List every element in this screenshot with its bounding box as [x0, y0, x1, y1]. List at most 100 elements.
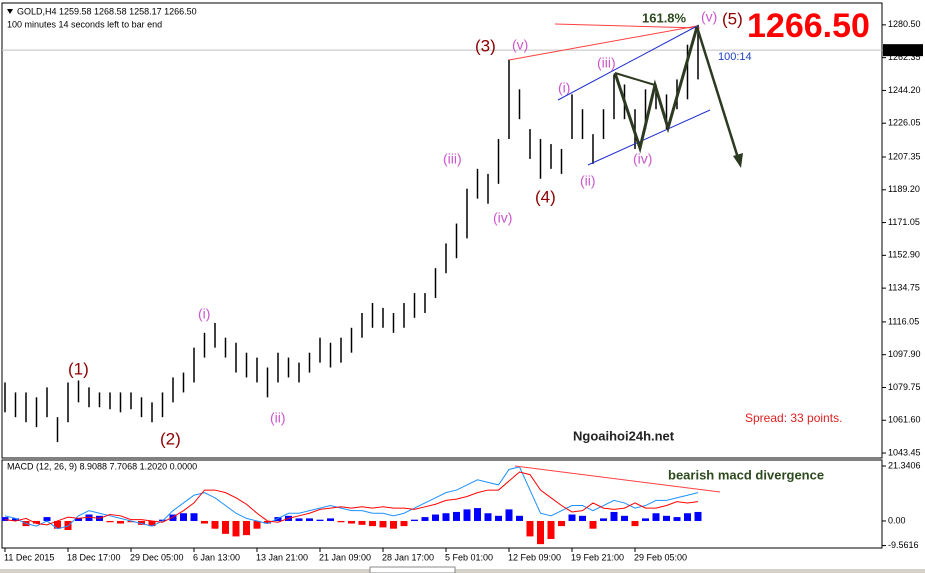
macd-histogram-bar	[148, 520, 156, 527]
macd-histogram-bar	[232, 520, 240, 537]
x-tick-label: 18 Dec 17:00	[67, 552, 121, 562]
last-price-label: 1266.50	[886, 45, 919, 55]
y-tick-label: 1116.05	[888, 316, 919, 326]
macd-histogram-bar	[411, 519, 418, 521]
macd-histogram-bar	[348, 520, 355, 524]
annotation: (v)	[701, 9, 717, 25]
macd-histogram-bar	[85, 514, 93, 521]
annotation: (i)	[198, 306, 210, 322]
macd-histogram-bar	[600, 518, 607, 521]
macd-panel	[1, 459, 883, 549]
x-tick-label: 6 Jan 13:00	[193, 552, 240, 562]
macd-histogram-bar	[463, 509, 471, 521]
macd-histogram-bar	[222, 520, 229, 534]
macd-histogram-bar	[684, 513, 691, 521]
macd-histogram-bar	[558, 520, 565, 527]
macd-histogram-bar	[201, 520, 208, 524]
macd-histogram-bar	[610, 511, 618, 521]
macd-title: MACD (12, 26, 9) 8.9088 7.7068 1.2020 0.…	[7, 461, 197, 471]
y-tick-label: 0.00	[888, 515, 906, 525]
macd-histogram-bar	[579, 515, 586, 521]
macd-histogram-bar	[54, 520, 61, 529]
macd-histogram-bar	[316, 519, 324, 521]
macd-histogram-bar	[484, 513, 492, 521]
macd-histogram-bar	[138, 520, 145, 525]
macd-line	[4, 466, 699, 530]
x-tick-label: 21 Jan 09:00	[319, 552, 371, 562]
annotation: (4)	[535, 187, 556, 206]
macd-histogram-bar	[243, 520, 250, 536]
y-tick-label: 1079.75	[888, 382, 921, 392]
price-panel	[1, 2, 883, 459]
macd-histogram-bar	[642, 518, 649, 521]
tab	[369, 566, 456, 573]
last-price-box	[883, 44, 923, 57]
macd-histogram-bar	[652, 513, 660, 521]
y-tick-label: 1189.20	[888, 184, 920, 194]
y-tick-label: 1207.35	[888, 151, 921, 161]
macd-histogram-bar	[516, 515, 523, 521]
macd-histogram-bar	[379, 520, 387, 528]
y-tick-label: 1226.05	[888, 118, 921, 128]
macd-histogram-bar	[505, 509, 513, 521]
macd-histogram-bar	[537, 520, 544, 545]
macd-histogram-bar	[43, 517, 51, 521]
annotation: (v)	[512, 37, 528, 53]
macd-histogram-bar	[663, 515, 670, 521]
annotation: (iv)	[633, 151, 652, 167]
macd-histogram-bar	[106, 520, 114, 523]
macd-histogram-bar	[568, 514, 576, 521]
annotation: 161.8%	[642, 10, 687, 25]
macd-histogram-bar	[169, 514, 177, 521]
macd-histogram-bar	[274, 517, 282, 521]
macd-histogram-bar	[495, 515, 502, 521]
chart-title: GOLD,H4 1259.58 1268.58 1258.17 1266.50	[17, 6, 197, 16]
x-tick-label: 19 Feb 21:00	[571, 552, 624, 562]
annotation: Ngoaihoi24h.net	[573, 428, 675, 443]
macd-histogram-bar	[75, 518, 82, 521]
macd-histogram-bar	[442, 513, 450, 521]
annotation: (5)	[722, 9, 743, 28]
macd-histogram-bar	[526, 520, 534, 537]
macd-histogram-bar	[306, 518, 313, 521]
annotation: (ii)	[270, 410, 286, 426]
macd-histogram-bar	[694, 511, 702, 521]
x-tick-label: 28 Jan 17:00	[382, 552, 434, 562]
macd-histogram-bar	[327, 518, 334, 521]
annotation: 100:14	[718, 51, 752, 63]
y-tick-label: 1280.50	[888, 19, 921, 29]
x-tick-label: 29 Dec 05:00	[130, 552, 184, 562]
annotation: (iv)	[493, 210, 512, 226]
macd-histogram-bar	[127, 520, 135, 523]
annotation: 1266.50	[747, 7, 870, 45]
menu-arrow	[7, 9, 13, 14]
y-tick-label: 1171.05	[888, 217, 920, 227]
annotation: (iii)	[597, 55, 616, 71]
macd-histogram-bar	[631, 520, 639, 527]
macd-histogram-bar	[211, 520, 219, 529]
macd-histogram-bar	[390, 520, 397, 529]
macd-histogram-bar	[295, 518, 303, 521]
macd-histogram-bar	[117, 520, 124, 524]
y-tick-label: 1134.75	[888, 283, 920, 293]
macd-histogram-bar	[12, 518, 19, 521]
signal-line	[4, 471, 699, 526]
macd-histogram-bar	[180, 513, 187, 521]
macd-histogram-bar	[1, 517, 9, 521]
macd-histogram-bar	[673, 517, 681, 521]
y-tick-label: 1244.20	[888, 85, 921, 95]
y-tick-label: 1152.90	[888, 250, 920, 260]
chart-subtitle: 100 minutes 14 seconds left to bar end	[7, 19, 162, 29]
macd-histogram-bar	[547, 520, 555, 539]
macd-histogram-bar	[453, 511, 460, 521]
x-tick-label: 13 Jan 21:00	[256, 552, 308, 562]
y-tick-label: -9.5616	[888, 540, 919, 550]
y-tick-label: 1262.35	[888, 52, 921, 62]
y-tick-label: 1097.90	[888, 349, 921, 359]
macd-histogram-bar	[589, 520, 597, 529]
macd-histogram-bar	[33, 520, 40, 524]
macd-histogram-bar	[253, 520, 261, 529]
annotation: (2)	[160, 429, 181, 448]
y-tick-label: 1043.45	[888, 447, 921, 457]
